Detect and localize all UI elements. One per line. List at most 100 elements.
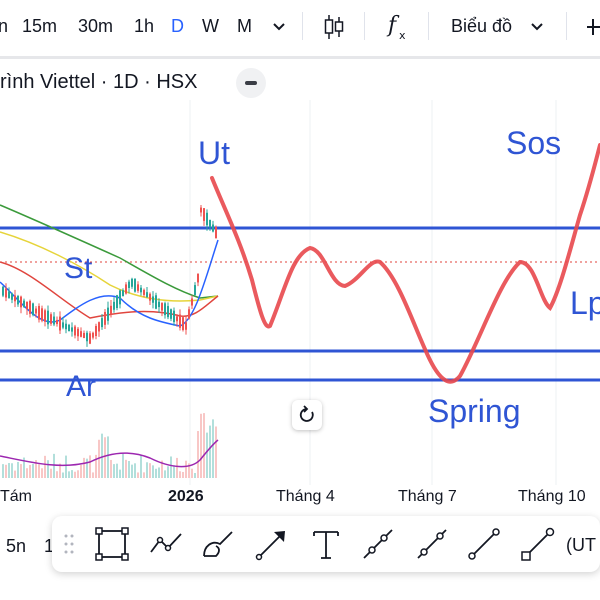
interval-partial[interactable]: n bbox=[0, 16, 9, 36]
time-axis-label: Tháng 7 bbox=[398, 488, 457, 505]
interval-m[interactable]: M bbox=[237, 16, 252, 36]
volume-bar bbox=[215, 426, 217, 478]
candlestick-icon[interactable] bbox=[322, 13, 346, 41]
time-axis-label: Tháng 10 bbox=[518, 488, 586, 505]
arrow-tool-icon[interactable] bbox=[254, 526, 290, 562]
candle-body bbox=[62, 322, 64, 328]
candle-body bbox=[14, 295, 16, 302]
volume-bar bbox=[161, 460, 163, 478]
candle-body bbox=[98, 322, 100, 332]
rectangle-tool-icon[interactable] bbox=[94, 526, 130, 562]
bottom-interval-5n[interactable]: 5n bbox=[6, 536, 27, 556]
annotation-st: St bbox=[64, 252, 93, 285]
volume-bar bbox=[68, 471, 70, 478]
interval-15m[interactable]: 15m bbox=[22, 16, 58, 36]
candle-body bbox=[128, 281, 130, 288]
candle-body bbox=[158, 301, 160, 308]
candle-body bbox=[44, 310, 46, 322]
annotation-lp: Lp bbox=[570, 285, 600, 321]
reset-chart-button[interactable] bbox=[292, 400, 322, 430]
candle-body bbox=[167, 306, 169, 318]
volume-bar bbox=[182, 471, 184, 478]
volume-bar bbox=[77, 470, 79, 478]
toolbar-separator bbox=[302, 12, 303, 40]
toolbar-separator bbox=[428, 12, 429, 40]
candlestick-series bbox=[2, 204, 217, 347]
candle-body bbox=[194, 285, 196, 295]
candle-body bbox=[38, 306, 40, 320]
ellipse-line-icon[interactable] bbox=[520, 526, 556, 562]
candle-body bbox=[140, 287, 142, 293]
volume-bar bbox=[89, 455, 91, 478]
volume-bar bbox=[194, 472, 196, 478]
candle-body bbox=[206, 212, 208, 226]
interval-1h[interactable]: 1h bbox=[134, 16, 155, 36]
candle-body bbox=[137, 284, 139, 291]
candle-body bbox=[143, 289, 145, 295]
refresh-icon bbox=[299, 405, 314, 422]
volume-bar bbox=[41, 468, 43, 478]
extended-line-icon[interactable] bbox=[414, 526, 450, 562]
candle-body bbox=[23, 300, 25, 307]
interval-w[interactable]: W bbox=[202, 16, 219, 36]
candle-body bbox=[35, 308, 37, 314]
interval-30m[interactable]: 30m bbox=[78, 16, 114, 36]
volume-bar bbox=[26, 468, 28, 478]
plus-icon[interactable] bbox=[586, 18, 600, 36]
drag-handle-icon[interactable] bbox=[64, 532, 74, 556]
bottom-interval-1[interactable]: 1 bbox=[44, 536, 55, 556]
candle-body bbox=[71, 327, 73, 332]
volume-bar bbox=[164, 470, 166, 478]
candle-body bbox=[170, 309, 172, 319]
volume-bar bbox=[83, 457, 85, 478]
volume-bar bbox=[143, 472, 145, 478]
candle-body bbox=[26, 301, 28, 310]
candle-body bbox=[74, 326, 76, 336]
text-tool-icon[interactable] bbox=[308, 526, 344, 562]
interval-d[interactable]: D bbox=[171, 16, 184, 36]
candle-body bbox=[41, 308, 43, 321]
chevron-down-icon[interactable] bbox=[530, 20, 544, 34]
candle-body bbox=[203, 208, 205, 221]
trend-line-icon[interactable] bbox=[466, 526, 502, 562]
ma-green-line bbox=[0, 204, 219, 299]
candle-body bbox=[11, 293, 13, 300]
volume-bar bbox=[14, 470, 16, 478]
candle-body bbox=[119, 290, 121, 305]
candle-body bbox=[2, 286, 4, 296]
brush-tool-icon[interactable] bbox=[200, 526, 236, 562]
collapse-legend-button[interactable] bbox=[236, 68, 266, 98]
volume-bar bbox=[5, 464, 7, 478]
volume-bar bbox=[173, 465, 175, 478]
volume-bar bbox=[119, 469, 121, 478]
volume-bar bbox=[44, 455, 46, 478]
candle-body bbox=[146, 292, 148, 298]
volume-bar bbox=[107, 436, 109, 478]
volume-bar bbox=[20, 464, 22, 478]
ray-tool-icon[interactable] bbox=[360, 526, 396, 562]
candle-body bbox=[80, 331, 82, 337]
candle-body bbox=[155, 295, 157, 309]
time-axis-label: 2026 bbox=[168, 488, 204, 505]
volume-bar bbox=[101, 433, 103, 478]
candle-body bbox=[65, 323, 67, 330]
svg-text:f: f bbox=[386, 13, 400, 38]
timezone-label[interactable]: (UT bbox=[566, 535, 596, 555]
indicator-fx-icon[interactable]: f x bbox=[386, 12, 412, 42]
path-tool-icon[interactable] bbox=[148, 526, 184, 562]
price-chart[interactable]: Ut St Ar Sos Spring Lp bbox=[0, 100, 600, 485]
volume-bar bbox=[17, 461, 19, 478]
volume-bar bbox=[197, 431, 199, 478]
chart-type-label[interactable]: Biểu đồ bbox=[451, 16, 513, 36]
chevron-down-icon[interactable] bbox=[272, 20, 286, 34]
candle-body bbox=[173, 310, 175, 323]
candle-body bbox=[110, 305, 112, 315]
volume-bar bbox=[29, 464, 31, 478]
volume-bar bbox=[158, 467, 160, 478]
candle-body bbox=[149, 293, 151, 301]
candle-body bbox=[125, 284, 127, 294]
candle-body bbox=[56, 319, 58, 325]
volume-bar bbox=[2, 464, 4, 478]
candle-body bbox=[191, 298, 193, 306]
wyckoff-path bbox=[210, 143, 600, 384]
